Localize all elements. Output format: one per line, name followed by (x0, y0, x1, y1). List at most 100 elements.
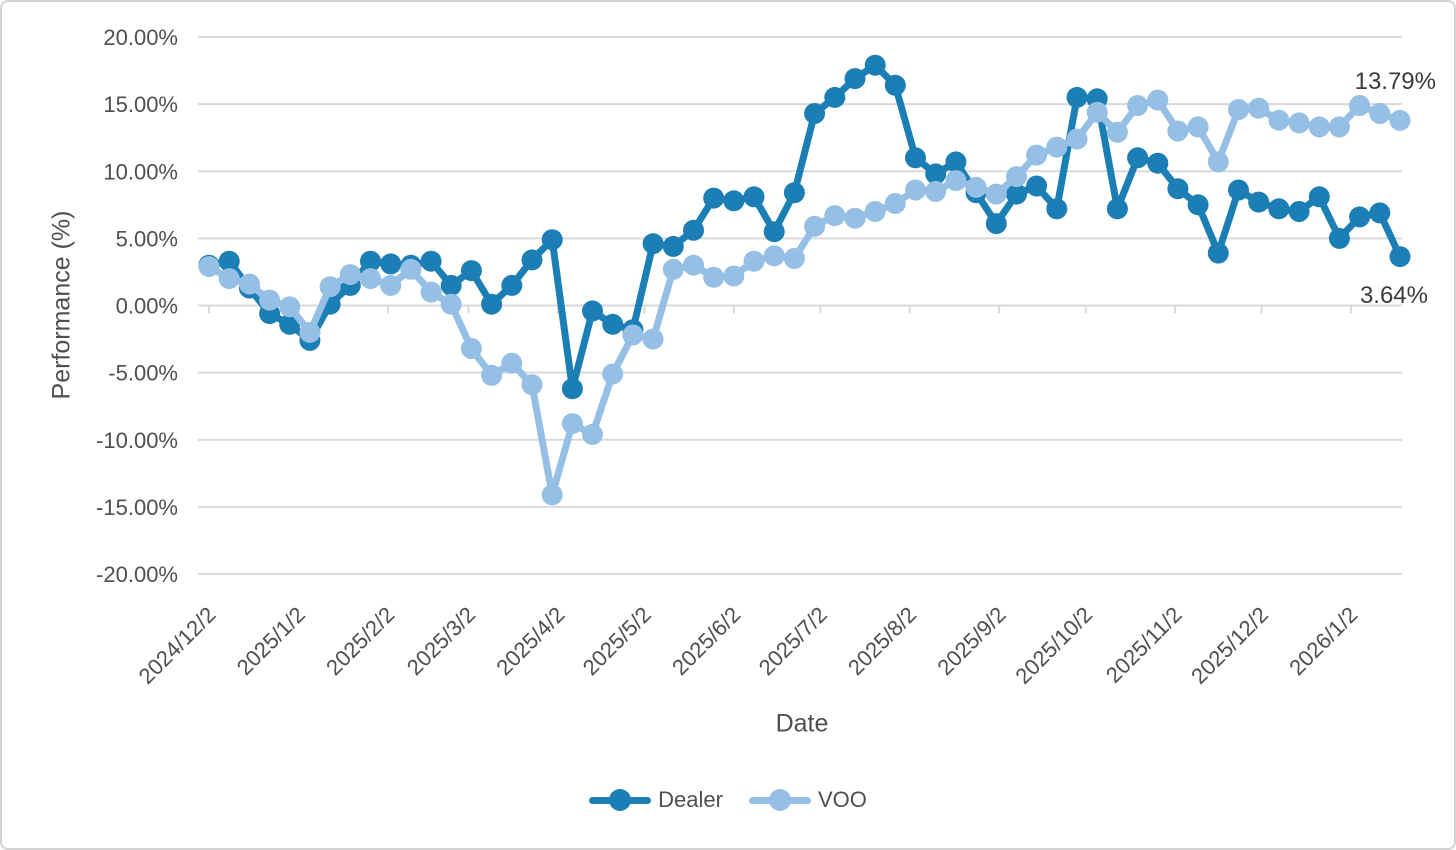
voo-data-point (1167, 120, 1189, 142)
dealer-series-swatch-icon (589, 788, 652, 812)
voo-data-point (1389, 109, 1411, 131)
voo-data-point (1248, 97, 1270, 119)
voo-data-point (642, 328, 664, 350)
voo-data-point (804, 215, 826, 237)
x-tick-label: 2024/12/2 (134, 602, 221, 689)
voo-series-swatch-icon (748, 788, 811, 812)
voo-data-point (1147, 89, 1169, 111)
y-tick-label: -15.00% (96, 495, 178, 520)
dealer-data-point (1288, 201, 1310, 222)
dealer-data-point (804, 103, 826, 124)
voo-data-point (1106, 121, 1128, 143)
dealer-data-point (501, 274, 523, 296)
dealer-data-point (481, 293, 503, 315)
voo-data-point (380, 274, 402, 296)
voo-data-point (723, 265, 745, 287)
dealer-data-point (683, 219, 704, 241)
voo-data-point (1328, 116, 1350, 138)
dealer-data-point (1349, 206, 1371, 228)
voo-data-point (1369, 103, 1391, 124)
dealer-data-point (1187, 194, 1209, 216)
voo-data-point (460, 338, 482, 359)
voo-data-point (1308, 116, 1330, 138)
voo-data-point (1046, 136, 1068, 158)
dealer-data-point (1328, 227, 1350, 249)
dealer-data-point (723, 190, 745, 212)
dealer-data-point (561, 378, 583, 400)
dealer-data-point (1026, 175, 1048, 197)
dealer-data-point (925, 163, 947, 185)
voo-data-point (1288, 112, 1310, 134)
voo-data-point (884, 193, 906, 214)
y-tick-label: -20.00% (96, 562, 178, 587)
y-tick-label: 10.00% (103, 159, 178, 184)
dealer-data-point (602, 313, 624, 335)
x-tick-label: 2025/10/2 (1010, 602, 1097, 689)
y-tick-label: 0.00% (116, 294, 178, 319)
voo-data-point (1086, 101, 1108, 123)
voo-data-point (1127, 95, 1149, 116)
dealer-data-point (905, 147, 926, 169)
x-tick-label: 2025/4/2 (491, 602, 569, 680)
x-axis-title: Date (775, 709, 829, 738)
dealer-end-value-label: 3.64% (1359, 282, 1428, 309)
dealer-data-point (1127, 147, 1149, 169)
voo-data-point (521, 374, 543, 396)
voo-data-point (945, 170, 967, 192)
y-tick-label: 5.00% (116, 226, 178, 251)
voo-data-point (965, 176, 987, 198)
dealer-data-point (1147, 152, 1169, 174)
voo-data-point (783, 248, 805, 269)
voo-end-value-label: 13.79% (1354, 68, 1436, 95)
dealer-data-point (1066, 86, 1088, 108)
dealer-data-point (1308, 186, 1330, 208)
voo-data-point (824, 205, 846, 227)
voo-data-point (905, 179, 926, 201)
legend-item-dealer: Dealer (589, 787, 723, 813)
dealer-data-point (460, 260, 482, 282)
dealer-data-point (662, 235, 684, 257)
voo-data-point (1268, 109, 1290, 131)
dealer-data-point (1106, 198, 1128, 220)
dealer-data-point (783, 182, 805, 204)
dealer-data-point (864, 54, 886, 76)
voo-data-point (319, 276, 341, 298)
voo-data-point (1349, 95, 1371, 116)
voo-data-point (1026, 144, 1048, 166)
voo-data-point (501, 352, 523, 374)
x-tick-label: 2025/1/2 (232, 602, 310, 680)
dealer-data-point (420, 250, 442, 272)
voo-data-point (703, 266, 725, 288)
voo-data-point (420, 281, 442, 303)
dealer-data-point (380, 253, 402, 275)
dealer-data-point (1248, 191, 1270, 213)
voo-data-point (259, 289, 281, 311)
x-tick-label: 2025/5/2 (578, 602, 656, 680)
dealer-data-point (1167, 178, 1189, 200)
voo-data-point (198, 256, 220, 278)
voo-data-point (360, 268, 381, 290)
legend-item-voo: VOO (748, 787, 867, 813)
dealer-data-point (218, 250, 240, 272)
dealer-data-point (945, 151, 967, 173)
x-tick-label: 2025/8/2 (843, 602, 921, 680)
voo-data-point (1187, 116, 1209, 138)
dealer-data-point (1369, 202, 1391, 224)
voo-data-point (279, 296, 301, 318)
dealer-data-point (642, 233, 664, 255)
voo-data-point (925, 180, 947, 202)
y-tick-label: -10.00% (96, 428, 178, 453)
voo-data-point (662, 258, 684, 280)
dealer-data-point (985, 213, 1007, 235)
x-tick-label: 2025/3/2 (402, 602, 480, 680)
voo-data-point (864, 201, 886, 222)
voo-data-point (602, 363, 624, 385)
voo-data-point (582, 423, 603, 445)
dealer-data-point (743, 186, 765, 208)
voo-data-point (481, 364, 503, 386)
dealer-data-point (1228, 179, 1249, 201)
y-axis-title: Performance (%) (47, 210, 76, 400)
legend-label-dealer: Dealer (658, 787, 723, 812)
voo-data-point (541, 484, 563, 506)
dealer-data-point (1006, 183, 1027, 205)
